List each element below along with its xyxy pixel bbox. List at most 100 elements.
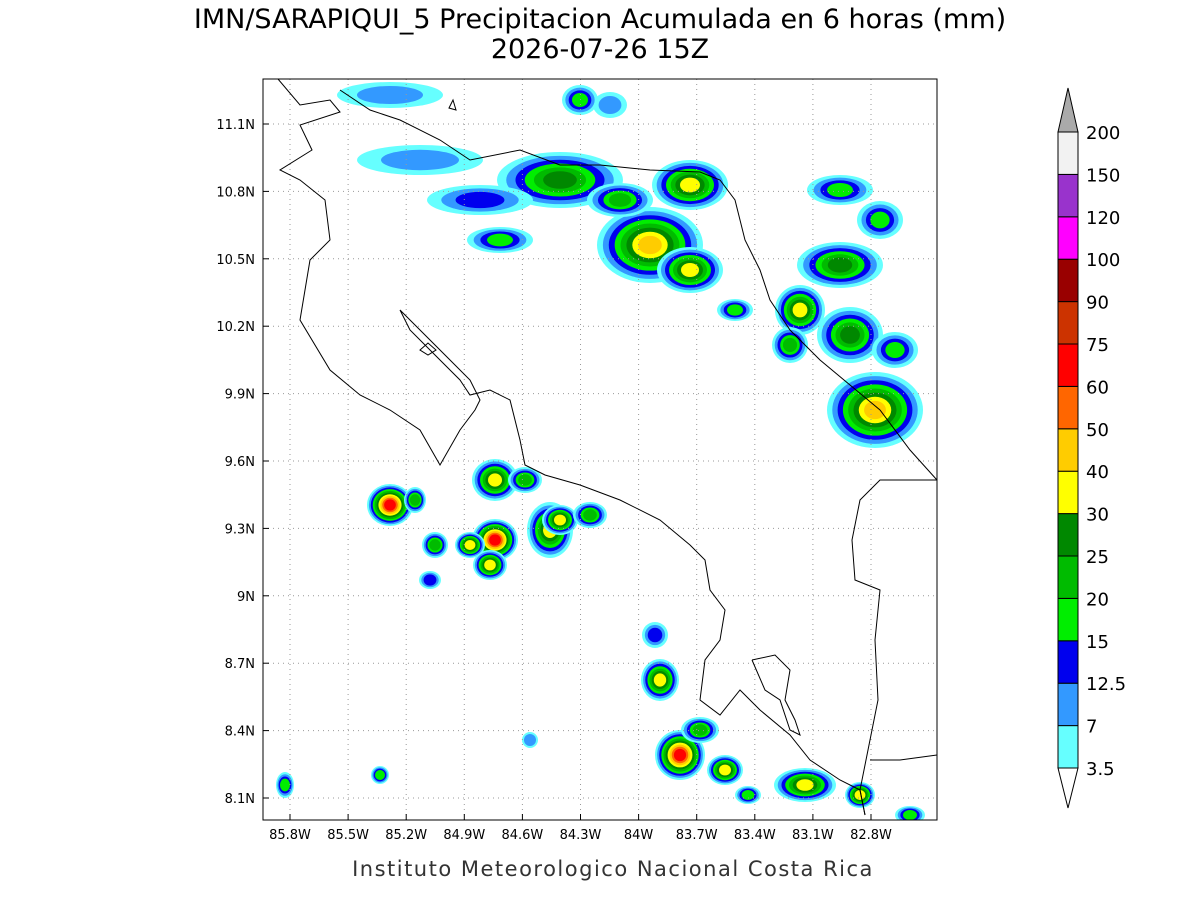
- lat-tick-label: 9.6N: [225, 455, 255, 470]
- precip-area: [673, 748, 687, 762]
- border: [870, 754, 937, 761]
- colorbar-box: [1057, 385, 1079, 430]
- precip-area: [409, 494, 421, 506]
- precip-area: [653, 673, 667, 687]
- precip-area: [384, 499, 396, 511]
- colorbar-label: 100: [1086, 250, 1120, 271]
- lat-tick-label: 8.4N: [225, 725, 255, 740]
- colorbar-box: [1057, 682, 1079, 727]
- precip-area: [429, 539, 441, 551]
- lon-tick-label: 83.1W: [792, 828, 834, 843]
- precipitation-field: [276, 82, 925, 820]
- peninsula: [751, 654, 801, 736]
- colorbar-label: 15: [1086, 632, 1109, 653]
- colorbar-over: [1057, 87, 1079, 133]
- colorbar-box: [1057, 470, 1079, 515]
- colorbar-label: 50: [1086, 420, 1109, 441]
- footer: Instituto Meteorologico Nacional Costa R…: [352, 857, 874, 881]
- precip-area: [554, 514, 566, 526]
- precip-area: [647, 627, 663, 643]
- precip-area: [719, 764, 731, 776]
- precip-area: [518, 474, 532, 486]
- precip-area: [864, 400, 886, 420]
- colorbar-label: 25: [1086, 547, 1109, 568]
- precip-area: [598, 96, 622, 114]
- precip-area: [827, 257, 853, 273]
- precip-area: [796, 779, 814, 791]
- lon-tick-label: 84.9W: [443, 828, 485, 843]
- precip-area: [488, 473, 502, 487]
- lat-tick-label: 10.5N: [216, 253, 255, 268]
- precip-area: [638, 235, 662, 255]
- precip-area: [357, 86, 423, 104]
- precip-area: [885, 342, 905, 358]
- border: [339, 89, 937, 481]
- precip-area: [854, 790, 866, 800]
- lat-tick-label: 8.1N: [225, 792, 255, 807]
- precip-area: [840, 326, 860, 344]
- precip-area: [484, 559, 496, 571]
- precip-area: [464, 540, 476, 550]
- lat-tick-label: 8.7N: [225, 657, 255, 672]
- colorbar-box: [1057, 258, 1079, 303]
- colorbar-box: [1057, 597, 1079, 642]
- colorbar-label: 75: [1086, 335, 1109, 356]
- coastlines: [277, 79, 937, 816]
- precip-area: [543, 171, 577, 189]
- precip-area: [903, 810, 917, 820]
- colorbar-box: [1057, 513, 1079, 557]
- colorbar-box: [1057, 216, 1079, 260]
- precip-area: [489, 534, 501, 546]
- precip-area: [792, 302, 808, 318]
- colorbar-box: [1057, 725, 1079, 769]
- precip-area: [381, 149, 459, 171]
- precip-area: [524, 734, 536, 746]
- colorbar-label: 150: [1086, 165, 1120, 186]
- lat-tick-label: 10.8N: [216, 185, 255, 200]
- colorbar-label: 40: [1086, 462, 1109, 483]
- precip-area: [280, 778, 290, 792]
- colorbar-box: [1057, 173, 1079, 218]
- colorbar-label: 90: [1086, 293, 1109, 314]
- island: [448, 98, 457, 111]
- precip-area: [423, 574, 437, 586]
- lon-tick-label: 84W: [624, 828, 654, 843]
- precip-area: [487, 233, 513, 247]
- colorbar-box: [1057, 555, 1079, 599]
- map-title: IMN/SARAPIQUI_5 Precipitacion Acumulada …: [194, 4, 1006, 35]
- lon-tick-label: 84.6W: [501, 828, 543, 843]
- grid: 85.8W 85.5W 85.2W 84.9W 84.6W 84.3W 84W 83.7W 83…: [216, 79, 937, 843]
- colorbar-box: [1057, 428, 1079, 472]
- precip-area: [870, 211, 890, 229]
- border: [851, 479, 937, 816]
- precip-area: [375, 770, 385, 780]
- lon-tick-label: 83.4W: [734, 828, 776, 843]
- colorbar-label: 30: [1086, 505, 1109, 526]
- precip-area: [827, 183, 853, 197]
- colorbar-label: 120: [1086, 208, 1120, 229]
- lon-tick-label: 84.3W: [560, 828, 602, 843]
- precip-area: [692, 724, 708, 736]
- colorbar-label: 7: [1086, 717, 1097, 738]
- lon-tick-label: 85.8W: [269, 828, 311, 843]
- colorbar-under: [1057, 767, 1079, 809]
- colorbar-label: 60: [1086, 377, 1109, 398]
- precip-area: [680, 177, 700, 193]
- lon-tick-label: 85.5W: [327, 828, 369, 843]
- lon-tick-label: 83.7W: [676, 828, 718, 843]
- island: [419, 342, 437, 356]
- precip-area: [741, 790, 755, 800]
- lat-tick-label: 9N: [237, 590, 255, 605]
- lon-tick-label: 82.8W: [850, 828, 892, 843]
- colorbar-label: 3.5: [1086, 759, 1115, 780]
- lat-tick-label: 9.3N: [225, 522, 255, 537]
- map-frame: [262, 78, 938, 821]
- precip-area: [782, 337, 798, 353]
- lat-tick-label: 11.1N: [216, 118, 255, 133]
- colorbar-label: 12.5: [1086, 674, 1126, 695]
- map-subtitle: 2026-07-26 15Z: [491, 34, 709, 65]
- colorbar-label: 20: [1086, 589, 1109, 610]
- precip-area: [681, 263, 699, 277]
- lat-tick-label: 10.2N: [216, 320, 255, 335]
